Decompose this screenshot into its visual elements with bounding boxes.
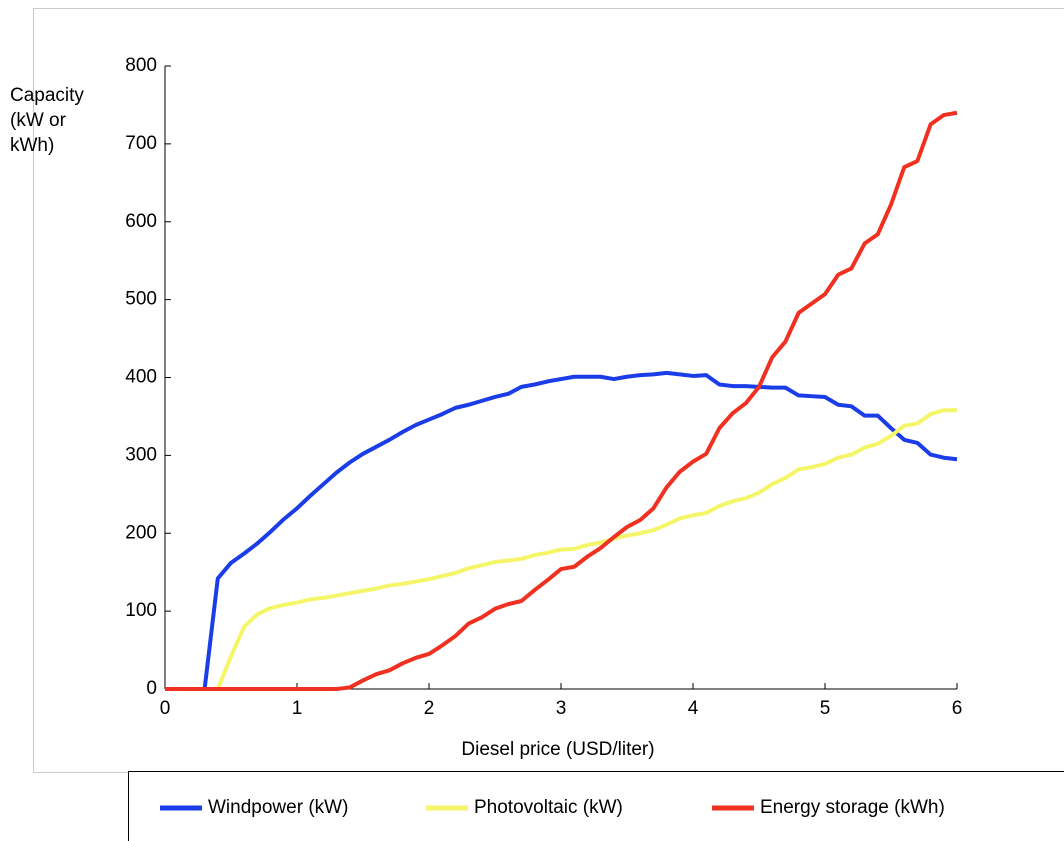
y-tick-label: 400 xyxy=(125,367,157,388)
y-axis-label: (kW or xyxy=(10,110,67,131)
x-tick-label: 3 xyxy=(556,698,567,719)
y-tick-label: 100 xyxy=(125,600,157,621)
y-tick-label: 200 xyxy=(125,522,157,543)
figure-frame xyxy=(33,8,1064,773)
legend-box xyxy=(128,771,1064,841)
x-tick-label: 4 xyxy=(688,698,699,719)
data-line xyxy=(165,110,958,691)
x-axis-label: Diesel price (USD/liter) xyxy=(461,739,654,760)
y-tick-label: 800 xyxy=(125,55,157,76)
y-tick-label: 600 xyxy=(125,211,157,232)
data-line xyxy=(165,370,958,691)
x-tick-label: 5 xyxy=(820,698,831,719)
x-tick-label: 1 xyxy=(292,698,303,719)
legend-label: Photovoltaic (kW) xyxy=(474,797,623,818)
data-line xyxy=(165,408,957,691)
y-tick-label: 300 xyxy=(125,444,157,465)
legend-label: Windpower (kW) xyxy=(208,797,348,818)
y-axis-label: Capacity xyxy=(10,85,84,106)
y-tick-label: 500 xyxy=(125,289,157,310)
x-tick-label: 2 xyxy=(424,698,435,719)
y-axis-label: kWh) xyxy=(10,135,54,156)
legend-label: Energy storage (kWh) xyxy=(760,797,945,818)
x-tick-label: 0 xyxy=(160,698,171,719)
x-tick-label: 6 xyxy=(952,698,963,719)
y-tick-label: 700 xyxy=(125,133,157,154)
y-tick-label: 0 xyxy=(146,678,157,699)
